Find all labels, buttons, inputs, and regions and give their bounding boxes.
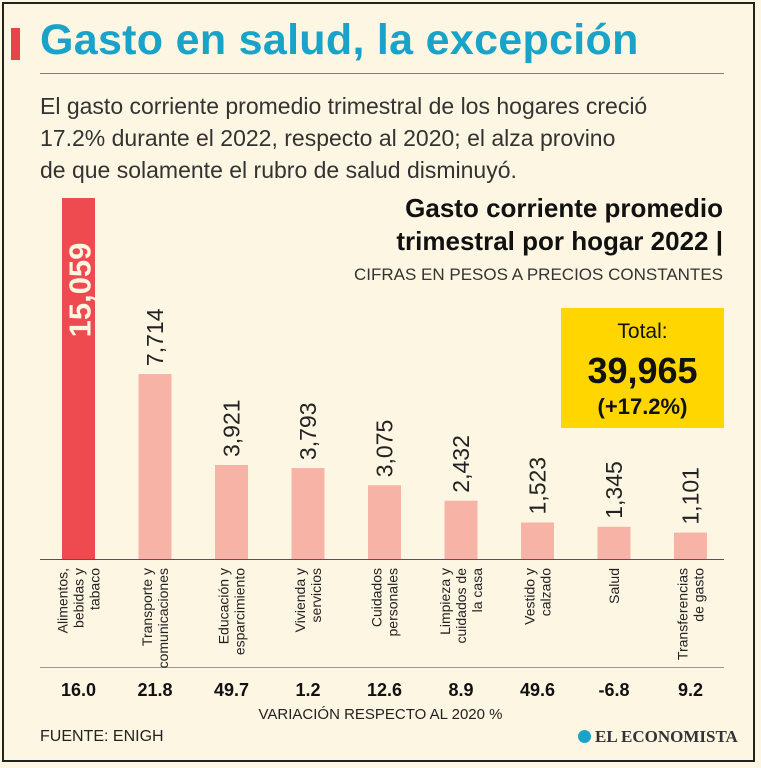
x-tick-label-line: Limpieza y [437,568,453,635]
x-tick-label: Vestido ycalzado [522,568,554,625]
page-title: Gasto en salud, la excepción [40,16,639,64]
total-change: (+17.2%) [597,394,688,419]
globe-icon [578,730,591,743]
chart-units-note: CIFRAS EN PESOS A PRECIOS CONSTANTES [353,265,723,284]
x-tick-label-line: Cuidados [369,568,385,627]
chart-title-line-2: trimestral por hogar 2022 | [396,226,723,256]
x-tick-label-line: de gasto [691,568,707,622]
total-value: 39,965 [587,350,698,391]
chart-title-line-1: Gasto corriente promedio [405,193,723,223]
variation-value: 9.2 [678,680,703,700]
bar [62,198,95,559]
x-tick-label-line: Transporte y [139,568,155,646]
total-label: Total: [617,320,668,343]
x-tick-label-line: Vestido y [522,568,538,625]
x-tick-label-line: Transferencias [675,568,691,660]
x-tick-label: Cuidadospersonales [369,568,401,637]
data-label: 15,059 [63,243,98,338]
x-tick-label-line: esparcimiento [232,568,248,655]
bar [597,526,631,559]
bar [521,522,554,559]
x-tick-label: Transferenciasde gasto [675,568,707,660]
x-tick-label-line: Educación y [216,568,232,644]
title-divider [40,73,724,74]
subtitle-line-3: de que solamente el rubro de salud dismi… [40,157,517,183]
x-tick-label: Limpieza ycuidados dela casa [437,568,485,644]
variation-value: 49.7 [214,680,249,700]
data-label: 3,921 [219,399,245,457]
bar [444,500,478,559]
x-tick-label-line: Alimentos, [55,568,71,633]
x-tick-label: Alimentos,bebidas ytabaco [55,568,103,634]
data-label: 7,714 [142,308,168,366]
x-tick-label-line: servicios [308,568,324,622]
x-tick-label: Educación yesparcimiento [216,568,248,655]
data-label: 1,345 [601,461,627,519]
x-tick-label-line: bebidas y [71,568,87,628]
x-tick-label-line: comunicaciones [155,568,171,668]
bar [215,465,248,559]
total-box: Total: 39,965 (+17.2%) [561,308,724,428]
x-tick-label: Salud [606,568,622,604]
bar [674,532,707,559]
x-tick-label-line: calzado [538,568,554,616]
x-tick-label-line: cuidados de [453,568,469,644]
brand-logo: EL ECONOMISTA [578,727,738,747]
bar [368,485,401,559]
bar [138,374,172,559]
x-tick-label-line: la casa [469,568,485,613]
bar [291,468,325,559]
x-tick-label-line: Vivienda y [292,568,308,632]
source-note: FUENTE: ENIGH [40,728,164,745]
x-tick-label: Vivienda yservicios [292,568,324,632]
x-tick-label: Transporte ycomunicaciones [139,568,171,668]
variation-value: 8.9 [448,680,473,700]
variation-value: 16.0 [61,680,96,700]
variation-axis-label: VARIACIÓN RESPECTO AL 2020 % [258,706,503,723]
title-accent-bar [11,28,20,60]
subtitle-line-2: 17.2% durante el 2022, respecto al 2020;… [40,125,616,151]
data-label: 1,101 [678,467,704,525]
x-tick-label-line: tabaco [87,568,103,610]
subtitle-line-1: El gasto corriente promedio trimestral d… [40,93,648,119]
variation-value: 12.6 [367,680,402,700]
variation-value: 21.8 [137,680,172,700]
variation-value: 49.6 [520,680,555,700]
x-tick-label-line: personales [385,568,401,637]
data-label: 3,075 [372,420,398,478]
brand-name: EL ECONOMISTA [595,727,738,746]
x-tick-label-line: Salud [606,568,622,604]
data-label: 1,523 [525,457,551,515]
data-label: 3,793 [295,403,321,461]
variation-value: 1.2 [295,680,320,700]
variation-value: -6.8 [598,680,629,700]
data-label: 2,432 [448,435,474,493]
